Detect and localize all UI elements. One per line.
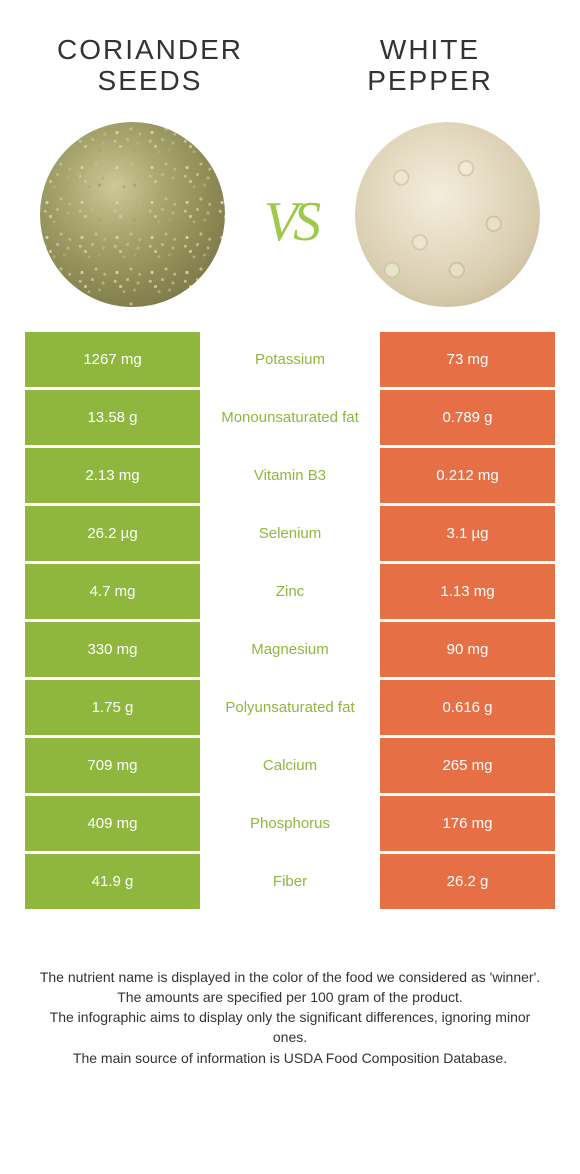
table-row: 709 mgCalcium265 mg: [25, 738, 555, 793]
right-food-image: [355, 122, 540, 307]
table-row: 4.7 mgZinc1.13 mg: [25, 564, 555, 619]
left-food-image: [40, 122, 225, 307]
images-row: vs: [0, 107, 580, 332]
right-value: 0.789 g: [380, 390, 555, 445]
left-value: 26.2 µg: [25, 506, 200, 561]
header: Coriander seeds White pepper: [0, 0, 580, 107]
right-value: 73 mg: [380, 332, 555, 387]
comparison-table: 1267 mgPotassium73 mg13.58 gMonounsatura…: [0, 332, 580, 909]
nutrient-label: Zinc: [200, 564, 380, 619]
right-value: 176 mg: [380, 796, 555, 851]
nutrient-label: Calcium: [200, 738, 380, 793]
nutrient-label: Potassium: [200, 332, 380, 387]
right-value: 90 mg: [380, 622, 555, 677]
right-food-title: White pepper: [330, 35, 530, 97]
table-row: 26.2 µgSelenium3.1 µg: [25, 506, 555, 561]
left-value: 709 mg: [25, 738, 200, 793]
table-row: 2.13 mgVitamin B30.212 mg: [25, 448, 555, 503]
footer-notes: The nutrient name is displayed in the co…: [0, 912, 580, 1068]
left-value: 13.58 g: [25, 390, 200, 445]
right-value: 1.13 mg: [380, 564, 555, 619]
nutrient-label: Vitamin B3: [200, 448, 380, 503]
table-row: 1267 mgPotassium73 mg: [25, 332, 555, 387]
nutrient-label: Fiber: [200, 854, 380, 909]
nutrient-label: Polyunsaturated fat: [200, 680, 380, 735]
nutrient-label: Monounsaturated fat: [200, 390, 380, 445]
nutrient-label: Selenium: [200, 506, 380, 561]
left-food-title: Coriander seeds: [50, 35, 250, 97]
right-value: 26.2 g: [380, 854, 555, 909]
left-value: 4.7 mg: [25, 564, 200, 619]
left-value: 409 mg: [25, 796, 200, 851]
table-row: 41.9 gFiber26.2 g: [25, 854, 555, 909]
right-value: 0.212 mg: [380, 448, 555, 503]
footer-line: The nutrient name is displayed in the co…: [35, 967, 545, 987]
left-value: 330 mg: [25, 622, 200, 677]
footer-line: The amounts are specified per 100 gram o…: [35, 987, 545, 1007]
vs-label: vs: [264, 169, 316, 260]
left-value: 1.75 g: [25, 680, 200, 735]
footer-line: The main source of information is USDA F…: [35, 1048, 545, 1068]
table-row: 330 mgMagnesium90 mg: [25, 622, 555, 677]
table-row: 409 mgPhosphorus176 mg: [25, 796, 555, 851]
left-value: 1267 mg: [25, 332, 200, 387]
right-value: 265 mg: [380, 738, 555, 793]
table-row: 13.58 gMonounsaturated fat0.789 g: [25, 390, 555, 445]
table-row: 1.75 gPolyunsaturated fat0.616 g: [25, 680, 555, 735]
left-value: 2.13 mg: [25, 448, 200, 503]
nutrient-label: Magnesium: [200, 622, 380, 677]
footer-line: The infographic aims to display only the…: [35, 1007, 545, 1048]
right-value: 0.616 g: [380, 680, 555, 735]
right-value: 3.1 µg: [380, 506, 555, 561]
nutrient-label: Phosphorus: [200, 796, 380, 851]
left-value: 41.9 g: [25, 854, 200, 909]
